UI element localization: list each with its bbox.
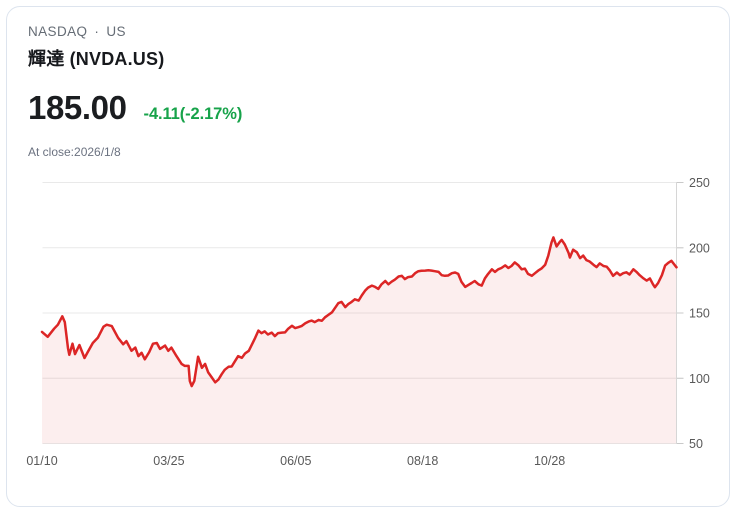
stock-card: NASDAQ · US 輝達 (NVDA.US) 185.00 -4.11(-2…	[6, 6, 730, 507]
y-axis-label: 250	[689, 176, 710, 190]
market-label: US	[106, 24, 126, 39]
price-line	[40, 236, 678, 388]
stock-header: NASDAQ · US 輝達 (NVDA.US) 185.00 -4.11(-2…	[28, 24, 242, 159]
exchange-label: NASDAQ	[28, 24, 88, 39]
x-axis-label: 10/28	[534, 454, 565, 468]
y-axis-label: 50	[689, 437, 703, 451]
dot-separator: ·	[94, 24, 100, 39]
at-close-label: At close:2026/1/8	[28, 145, 121, 159]
last-price: 185.00	[28, 89, 127, 126]
stock-title: 輝達 (NVDA.US)	[28, 49, 165, 69]
y-axis-label: 200	[689, 241, 710, 255]
price-change: -4.11(-2.17%)	[143, 105, 243, 123]
x-axis-label: 01/10	[26, 454, 57, 468]
price-area-fill	[42, 237, 677, 444]
y-axis-label: 100	[689, 372, 710, 386]
x-axis-label: 06/05	[280, 454, 311, 468]
exchange-row: NASDAQ · US	[28, 24, 242, 39]
x-axis-label: 03/25	[153, 454, 184, 468]
x-axis-label: 08/18	[407, 454, 438, 468]
y-axis-label: 150	[689, 307, 710, 321]
price-row: 185.00 -4.11(-2.17%)	[28, 91, 242, 124]
